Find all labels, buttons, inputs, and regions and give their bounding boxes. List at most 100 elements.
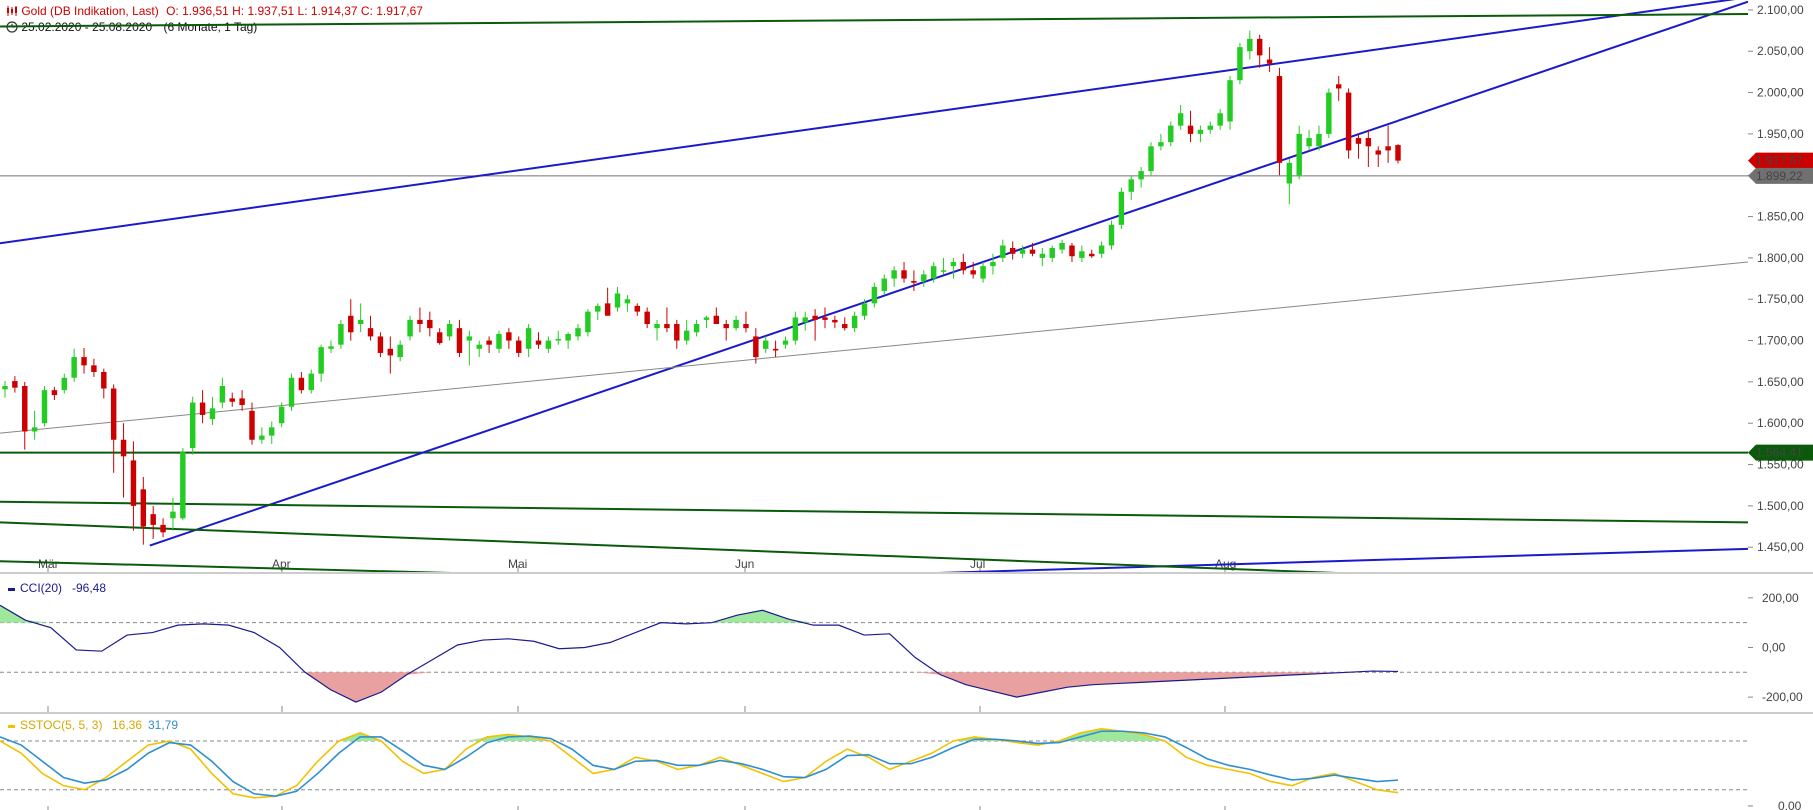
candle [940, 257, 947, 275]
candle-body [1306, 138, 1312, 147]
candle [269, 421, 275, 444]
candle [1266, 47, 1273, 72]
candle-body [772, 348, 779, 351]
candle-body [1316, 133, 1322, 147]
y-tick-label: 1.700,00 [1757, 334, 1804, 348]
price-tag-label: 1.899,22 [1756, 169, 1803, 183]
candle [1395, 144, 1401, 164]
candle-body [664, 324, 670, 329]
stoch-legend-swatch [8, 725, 15, 728]
candle-body [842, 324, 848, 329]
candle-body [1207, 125, 1214, 130]
candle-body [1138, 171, 1144, 180]
candle-body [881, 278, 887, 291]
candle-body [417, 319, 423, 325]
candle [1276, 67, 1283, 176]
x-tick-label: Mai [508, 557, 527, 571]
candle-body [249, 410, 255, 440]
candle-body [180, 452, 186, 519]
y-tick-label: 1.850,00 [1757, 210, 1804, 224]
candle [970, 262, 976, 279]
candle [1187, 110, 1194, 143]
y-tick-label: 2.100,00 [1757, 3, 1804, 17]
y-tick-label: 1.950,00 [1757, 127, 1804, 141]
candle-body [733, 319, 739, 329]
candle [91, 358, 97, 377]
price-tag: 1.564,41 [1748, 444, 1813, 461]
candle [71, 348, 77, 382]
price-tag-label: 1.564,41 [1756, 446, 1803, 460]
candle [1168, 121, 1174, 147]
candle-body [802, 317, 808, 323]
candle [1247, 30, 1253, 60]
candle [980, 262, 986, 283]
candle [1128, 175, 1134, 201]
candle [180, 448, 186, 520]
candle [1098, 241, 1105, 258]
candle [644, 307, 650, 329]
candle [950, 257, 957, 279]
stoch-overbought-fill [0, 728, 1398, 741]
candle [1375, 146, 1381, 167]
candle-body [1098, 245, 1105, 254]
chart-type-icon[interactable] [6, 5, 18, 17]
trend-line [149, 0, 1748, 547]
candle [387, 336, 394, 374]
stoch-legend-d-value: 31,79 [148, 718, 178, 732]
candle [753, 328, 759, 364]
candle-body [1375, 150, 1381, 155]
ohlc-readout: O: 1.936,51 H: 1.937,51 L: 1.914,37 C: 1… [166, 4, 423, 18]
candle [1029, 243, 1036, 257]
candle [1316, 125, 1322, 151]
candle-body [506, 332, 512, 341]
candle [496, 330, 502, 353]
cci-legend: CCI(20) -96,48 [8, 581, 106, 595]
candle-body [407, 319, 413, 337]
candle-body [1256, 38, 1263, 56]
candle [476, 340, 482, 358]
candle-body [1187, 125, 1194, 134]
candle-body [130, 460, 137, 506]
candle-body [516, 340, 522, 353]
candle-body [644, 311, 650, 325]
candle [12, 376, 18, 393]
candle [417, 307, 423, 333]
candle [802, 311, 808, 331]
candle-body [61, 377, 67, 391]
candle [1296, 125, 1302, 180]
x-tick-label: Mär [38, 557, 59, 571]
candle [1197, 125, 1204, 143]
candle [101, 368, 107, 399]
candle-body [822, 317, 828, 320]
candle-body [1168, 125, 1174, 143]
candle-body [199, 402, 206, 415]
cci-oversold-fill [0, 672, 1398, 703]
candle-body [446, 324, 453, 337]
candle [713, 307, 720, 325]
candle-body [486, 340, 492, 345]
candle-body [604, 303, 611, 316]
candle [1237, 42, 1243, 85]
candle-body [51, 390, 58, 396]
date-range: 25.02.2020 - 25.08.2020 [21, 20, 153, 34]
cci-line [0, 604, 1399, 703]
candle-body [1000, 245, 1006, 258]
candle-body [259, 435, 265, 440]
candle [1108, 220, 1115, 250]
candle-body [1296, 133, 1302, 176]
candle-body [654, 324, 660, 329]
candle [901, 262, 907, 283]
candle [1286, 158, 1293, 205]
candle [1049, 245, 1055, 263]
candle-body [634, 305, 641, 312]
candle [565, 332, 571, 349]
candle [792, 311, 799, 345]
candle [130, 441, 137, 531]
candle-body [1197, 129, 1204, 134]
title-row: Gold (DB Indikation, Last) O: 1.936,51 H… [6, 4, 423, 20]
candle-body [101, 371, 107, 389]
cci-overbought-fill [0, 605, 1398, 623]
candle [219, 377, 226, 409]
candle [575, 324, 581, 341]
